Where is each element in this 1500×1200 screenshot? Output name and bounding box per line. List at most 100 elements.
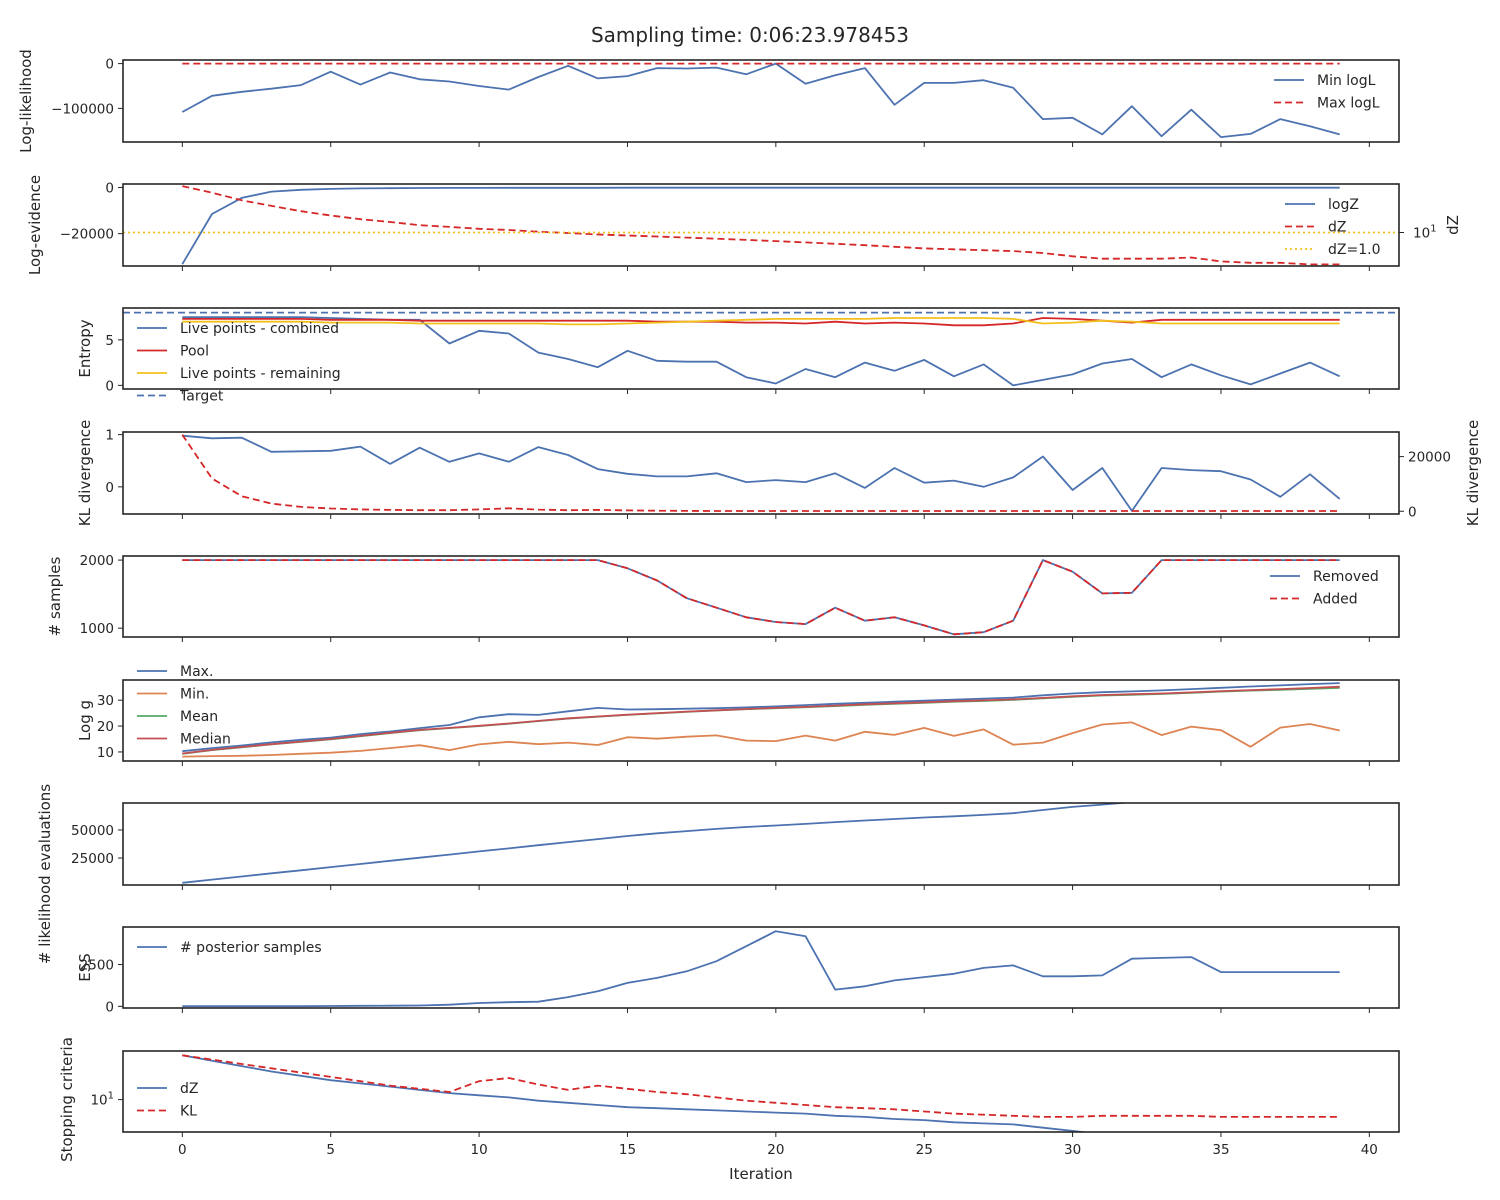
y-tick-label: 1 — [105, 428, 114, 444]
plot-area — [123, 311, 1399, 387]
series-line-mean — [182, 686, 1340, 755]
y-tick-label: −20000 — [60, 227, 114, 243]
series-line-live-points-remaining — [182, 317, 1340, 326]
figure-title: Sampling time: 0:06:23.978453 — [591, 23, 909, 47]
subplot-3: 0 5 Entropy Live points - combinedPoolLive … — [76, 307, 1400, 405]
series-line-live-points-combined — [182, 316, 1341, 387]
legend: # posterior samples — [137, 940, 322, 956]
legend-label: # posterior samples — [180, 940, 322, 956]
y-tick-label: 20 — [97, 719, 114, 735]
plot-area — [182, 930, 1340, 1008]
axes-frame — [122, 1050, 1400, 1133]
plot-area — [181, 62, 1340, 139]
legend-label: dZ=1.0 — [1328, 242, 1380, 258]
y-tick-label: 0 — [105, 378, 114, 394]
y-tick-label: 0 — [105, 180, 114, 196]
y-axis-label: # samples — [46, 556, 64, 636]
y-tick-label: 2000 — [80, 553, 114, 569]
y-axis-label: # likelihood evaluations — [36, 784, 54, 964]
y-tick-label: 25000 — [71, 851, 114, 867]
y-axis-label: KL divergence — [76, 420, 94, 526]
axes-frame — [122, 307, 1400, 390]
x-tick-label: 30 — [1064, 1142, 1081, 1158]
y-tick-label: 0 — [105, 999, 114, 1015]
series-line--posterior-samples — [182, 930, 1340, 1008]
series-line-dz — [182, 185, 1340, 266]
subplot-5: 2000 1000 # samples Removed Added — [46, 553, 1400, 642]
y-tick-label: 2500 — [80, 958, 114, 974]
series-line-kl — [182, 1054, 1340, 1118]
y-axis-label: Log-likelihood — [17, 49, 35, 153]
x-axis-label: Iteration — [729, 1165, 793, 1183]
right-y-axis-label: KL divergence — [1464, 420, 1482, 526]
axes-frame — [122, 926, 1400, 1009]
right-y-axis-label: dZ — [1444, 215, 1462, 235]
subplot-8: 2500 0 ESS # posterior samples — [76, 926, 1400, 1015]
y-tick-label: 1000 — [80, 621, 114, 637]
legend-label: Min. — [180, 687, 209, 703]
legend: logZ dZ dZ=1.0 — [1285, 197, 1380, 258]
subplot-9: 0 5 10 15 20 25 30 35 40 101 Stopping criteria dZ KL — [58, 1037, 1400, 1162]
subplot-4: 1 0 20000 0 KL divergence KL divergence — [76, 420, 1482, 526]
right-y-tick-label: 0 — [1408, 504, 1417, 520]
subplot-7: 50000 25000 # likelihood evaluations — [36, 784, 1400, 964]
x-tick-label: 5 — [326, 1142, 335, 1158]
y-tick-label: −100000 — [51, 101, 114, 117]
legend: Min logL Max logL — [1274, 73, 1380, 112]
x-tick-label: 0 — [178, 1142, 187, 1158]
legend-label: Added — [1313, 592, 1358, 608]
legend-label: dZ — [1328, 220, 1346, 236]
plot-area — [123, 185, 1399, 266]
series-line-unnamed-0 — [182, 803, 1132, 884]
series-line-min-logl — [181, 62, 1340, 139]
legend-label: KL — [180, 1104, 197, 1120]
x-tick-label: 10 — [470, 1142, 487, 1158]
legend-label: dZ — [180, 1081, 198, 1097]
y-tick-label: 101 — [90, 1091, 114, 1109]
series-line-removed — [182, 559, 1340, 636]
x-tick-label: 25 — [916, 1142, 933, 1158]
x-tick-label: 40 — [1361, 1142, 1378, 1158]
plot-area — [181, 434, 1341, 512]
series-line-unnamed-0 — [182, 434, 1341, 512]
x-tick-label: 35 — [1212, 1142, 1229, 1158]
series-line-logz — [181, 186, 1340, 265]
axes-frame — [122, 802, 1400, 886]
legend-label: Max logL — [1317, 96, 1380, 112]
y-axis-label: Log g — [76, 700, 94, 741]
plot-area — [182, 559, 1340, 636]
axes-frame — [122, 431, 1400, 515]
legend-label: Live points - remaining — [180, 366, 341, 382]
axes-frame — [122, 59, 1400, 143]
y-tick-label: 5 — [105, 333, 114, 349]
legend-label: Max. — [180, 664, 213, 680]
legend: Live points - combined Pool Live points - … — [137, 321, 341, 405]
right-y-tick-label: 20000 — [1408, 450, 1451, 466]
y-axis-label: Log-evidence — [26, 175, 44, 275]
series-line-min- — [182, 721, 1340, 758]
y-tick-label: 50000 — [71, 823, 114, 839]
legend-label: Mean — [180, 709, 218, 725]
series-line-added — [182, 559, 1340, 636]
series-line-unnamed-1 — [181, 434, 1340, 512]
legend: Max. Min. Mean Median — [137, 664, 231, 748]
legend-label: logZ — [1328, 197, 1359, 213]
x-tick-label: 20 — [767, 1142, 784, 1158]
y-tick-label: 10 — [97, 745, 114, 761]
subplot-1: 0 −100000 Log-likelihood Min logL Max logL — [17, 49, 1400, 153]
legend-label: Median — [180, 732, 231, 748]
legend: dZ KL — [137, 1081, 198, 1120]
plot-area — [182, 803, 1132, 884]
plot-area — [182, 682, 1340, 758]
y-axis-label: Stopping criteria — [58, 1037, 76, 1162]
y-axis-label: Entropy — [76, 319, 94, 377]
y-tick-label: 30 — [97, 693, 114, 709]
series-line-max- — [182, 682, 1340, 753]
legend-label: Pool — [180, 344, 209, 360]
series-line-pool — [182, 317, 1340, 327]
x-tick-label: 15 — [619, 1142, 636, 1158]
series-line-median — [182, 685, 1340, 755]
axes-frame — [122, 183, 1400, 267]
